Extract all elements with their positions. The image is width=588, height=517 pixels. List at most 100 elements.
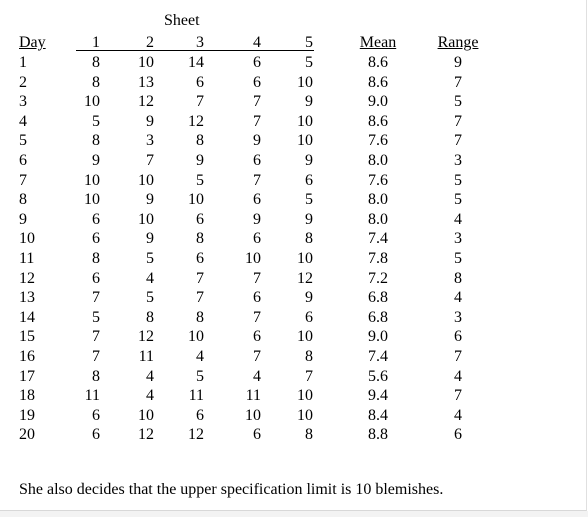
- table-cell: 11: [188, 387, 204, 405]
- table-cell: 1: [19, 54, 27, 71]
- table-cell: 6: [196, 210, 204, 228]
- table-cell: 8.6: [368, 112, 388, 130]
- table-cell: 4: [146, 269, 154, 287]
- table-cell: 7: [454, 112, 462, 130]
- table-cell: 5: [146, 250, 154, 267]
- table-cell: 6: [253, 289, 261, 307]
- table-cell: 9: [92, 152, 100, 169]
- table-cell: 12: [19, 269, 35, 287]
- table-cell: 8.0: [368, 191, 388, 209]
- table-cell: 4: [253, 367, 261, 385]
- table-cell: 8.0: [368, 210, 388, 228]
- table-cell: 7: [253, 171, 261, 189]
- table-cell: 11: [19, 250, 35, 267]
- sheet-header-underline: [76, 50, 314, 51]
- table-cell: 12: [138, 426, 154, 444]
- table-cell: 7: [253, 112, 261, 130]
- table-cell: 6: [196, 250, 204, 267]
- table-cell: 18: [19, 387, 35, 405]
- table-cell: 9: [253, 132, 261, 150]
- table-cell: 9.0: [368, 328, 388, 346]
- table-cell: 6: [253, 426, 261, 444]
- table-cell: 7: [19, 171, 27, 189]
- column-header-mean: Mean: [359, 34, 397, 51]
- table-cell: 4: [19, 112, 27, 130]
- table-cell: 8.0: [368, 152, 388, 169]
- table-cell: 8: [196, 308, 204, 326]
- table-cell: 12: [297, 269, 313, 287]
- table-cell: 8.6: [368, 73, 388, 91]
- table-cell: 8: [92, 54, 100, 71]
- table-cell: 12: [138, 328, 154, 346]
- table-cell: 5: [196, 171, 204, 189]
- table-cell: 3: [454, 308, 462, 326]
- table-cell: 6: [253, 152, 261, 169]
- table-cell: 14: [19, 308, 35, 326]
- table-cell: 3: [19, 93, 27, 111]
- table-cell: 6: [253, 230, 261, 248]
- table-cell: 5: [305, 191, 313, 209]
- table-cell: 8.8: [368, 426, 388, 444]
- table-cell: 8: [305, 230, 313, 248]
- table-cell: 9.0: [368, 93, 388, 111]
- table-cell: 8: [146, 308, 154, 326]
- table-cell: 8: [305, 426, 313, 444]
- table-cell: 6.8: [368, 308, 388, 326]
- table-cell: 9: [305, 152, 313, 169]
- table-cell: 6: [253, 191, 261, 209]
- table-cell: 8.6: [368, 54, 388, 71]
- table-cell: 12: [188, 112, 204, 130]
- table-cell: 5: [19, 132, 27, 150]
- table-cell: 7: [196, 269, 204, 287]
- table-cell: 10: [297, 73, 313, 91]
- column-header-day: Day: [19, 34, 46, 51]
- table-cell: 7: [253, 93, 261, 111]
- table-cell: 13: [19, 289, 35, 307]
- table-cell: 6: [305, 308, 313, 326]
- table-cell: 9: [19, 210, 27, 228]
- table-cell: 7: [454, 73, 462, 91]
- table-cell: 9.4: [368, 387, 388, 405]
- table-cell: 8: [196, 132, 204, 150]
- table-cell: 6: [92, 210, 100, 228]
- table-cell: 6: [454, 426, 462, 444]
- table-cell: 4: [146, 367, 154, 385]
- table-cell: 9: [196, 152, 204, 169]
- table-cell: 14: [188, 54, 204, 71]
- table-cell: 7.8: [368, 250, 388, 267]
- column-header-range: Range: [437, 34, 479, 51]
- table-cell: 13: [138, 73, 154, 91]
- table-cell: 5: [454, 93, 462, 111]
- column-header-sheet-5: 5: [305, 34, 313, 51]
- table-cell: 7: [196, 93, 204, 111]
- table-cell: 9: [454, 54, 462, 71]
- table-cell: 6: [196, 73, 204, 91]
- table-cell: 6: [305, 171, 313, 189]
- table-cell: 5: [146, 289, 154, 307]
- table-cell: 4: [454, 289, 462, 307]
- table-cell: 6: [196, 406, 204, 424]
- table-cell: 7: [454, 348, 462, 365]
- table-cell: 10: [188, 191, 204, 209]
- table-cell: 8: [92, 132, 100, 150]
- table-cell: 4: [146, 387, 154, 405]
- table-cell: 7: [253, 348, 261, 365]
- table-cell: 8: [92, 73, 100, 91]
- table-cell: 5: [92, 112, 100, 130]
- table-cell: 7.6: [368, 171, 388, 189]
- table-cell: 5: [454, 171, 462, 189]
- table-cell: 10: [138, 210, 154, 228]
- table-cell: 9: [146, 112, 154, 130]
- table-cell: 6: [92, 426, 100, 444]
- table-cell: 10: [297, 406, 313, 424]
- table-cell: 6: [253, 328, 261, 346]
- table-cell: 10: [84, 191, 100, 209]
- table-cell: 6: [92, 269, 100, 287]
- table-cell: 10: [19, 230, 35, 248]
- table-cell: 10: [297, 250, 313, 267]
- table-cell: 7: [196, 289, 204, 307]
- table-cell: 9: [146, 230, 154, 248]
- table-cell: 16: [19, 348, 35, 365]
- table-cell: 20: [19, 426, 35, 444]
- table-cell: 7: [454, 132, 462, 150]
